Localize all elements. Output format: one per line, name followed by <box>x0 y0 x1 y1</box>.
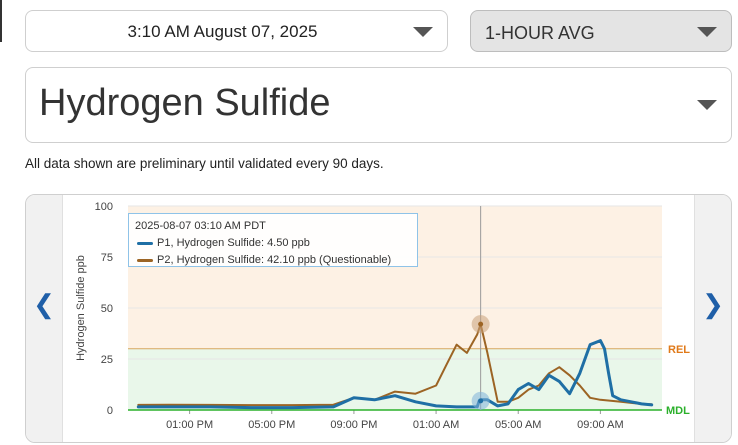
averaging-period-select[interactable]: 1-HOUR AVG <box>470 10 732 52</box>
left-edge-rule <box>0 0 2 42</box>
y-tick-label: 50 <box>101 303 113 315</box>
caret-down-icon <box>413 27 433 37</box>
date-time-select[interactable]: 3:10 AM August 07, 2025 <box>25 10 448 52</box>
y-tick-label: 100 <box>95 201 113 213</box>
below-rel-zone <box>128 348 662 410</box>
x-tick-label: 09:00 PM <box>330 419 377 431</box>
caret-down-icon <box>697 100 717 110</box>
rel-threshold-label: REL <box>668 344 690 356</box>
caret-down-icon <box>697 27 717 37</box>
y-tick-label: 25 <box>101 354 113 366</box>
x-tick-label: 09:00 AM <box>577 419 623 431</box>
pollutant-value: Hydrogen Sulfide <box>39 82 331 124</box>
x-tick-label: 01:00 PM <box>166 419 213 431</box>
y-tick-label: 0 <box>107 405 113 417</box>
chevron-right-icon[interactable]: ❯ <box>702 289 724 319</box>
tooltip-p1-row: P1, Hydrogen Sulfide: 4.50 ppb <box>135 235 411 252</box>
averaging-period-value: 1-HOUR AVG <box>485 23 595 43</box>
next-period-panel[interactable]: ❯ <box>694 195 731 442</box>
tooltip-header: 2025-08-07 03:10 AM PDT <box>135 220 266 232</box>
x-tick-label: 05:00 PM <box>248 419 295 431</box>
y-axis-title: Hydrogen Sulfide ppb <box>75 255 87 361</box>
p2-hover-point <box>478 321 484 327</box>
y-tick-label: 75 <box>101 252 113 264</box>
tooltip-p2-text: P2, Hydrogen Sulfide: 42.10 ppb (Questio… <box>157 254 392 266</box>
tooltip-p1-text: P1, Hydrogen Sulfide: 4.50 ppb <box>157 237 310 249</box>
p1-swatch <box>137 241 153 245</box>
previous-period-panel[interactable]: ❮ <box>26 195 63 442</box>
chevron-left-icon[interactable]: ❮ <box>33 289 55 319</box>
pollutant-select[interactable]: Hydrogen Sulfide <box>25 67 732 143</box>
chart-tooltip: 2025-08-07 03:10 AM PDT P1, Hydrogen Sul… <box>128 213 418 267</box>
mdl-threshold-label: MDL <box>666 405 690 417</box>
p1-hover-point <box>478 398 484 404</box>
x-tick-label: 05:00 AM <box>495 419 541 431</box>
series-p1-line <box>136 339 654 410</box>
tooltip-p2-row: P2, Hydrogen Sulfide: 42.10 ppb (Questio… <box>135 252 411 269</box>
x-tick-label: 01:00 AM <box>413 419 459 431</box>
p2-swatch <box>137 258 153 262</box>
date-time-value: 3:10 AM August 07, 2025 <box>127 22 318 41</box>
preliminary-data-notice: All data shown are preliminary until val… <box>25 156 384 171</box>
